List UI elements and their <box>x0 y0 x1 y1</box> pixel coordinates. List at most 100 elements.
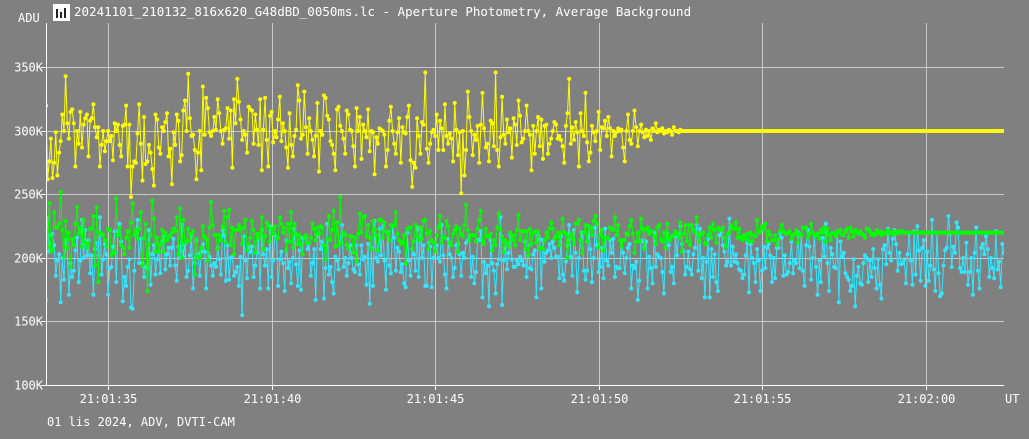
data-point <box>66 230 71 235</box>
data-point <box>805 235 810 240</box>
data-point <box>151 216 156 221</box>
data-point <box>402 281 406 286</box>
data-point <box>225 106 230 111</box>
data-point <box>501 132 506 137</box>
data-point <box>617 266 622 271</box>
data-point <box>732 226 737 231</box>
data-point <box>294 127 299 132</box>
data-point <box>645 134 650 138</box>
data-point <box>742 272 747 277</box>
data-point <box>997 259 1002 264</box>
data-point <box>594 221 599 226</box>
data-point <box>580 129 585 133</box>
data-point <box>456 249 460 254</box>
data-point <box>452 228 457 232</box>
data-point <box>488 231 493 236</box>
data-point <box>560 144 565 149</box>
data-point <box>630 129 635 133</box>
data-point <box>653 242 658 246</box>
data-point <box>446 224 451 229</box>
data-point <box>797 266 802 271</box>
data-point <box>755 247 760 252</box>
data-point <box>581 230 586 235</box>
data-point <box>519 258 524 263</box>
data-point <box>621 145 626 150</box>
data-point <box>297 233 302 238</box>
data-point <box>325 236 330 241</box>
data-point <box>65 245 70 250</box>
data-point <box>392 223 397 227</box>
data-point <box>500 94 505 99</box>
data-point <box>745 231 750 236</box>
data-point <box>281 230 285 235</box>
data-point <box>290 245 295 250</box>
data-point <box>588 247 593 252</box>
data-point <box>125 229 130 234</box>
data-point <box>174 215 179 220</box>
data-point <box>496 257 501 262</box>
data-point <box>568 231 573 236</box>
y-tick-label: 350K <box>14 61 44 75</box>
data-point <box>562 160 567 165</box>
data-point <box>341 264 346 269</box>
data-point <box>137 261 142 266</box>
data-point <box>573 120 578 125</box>
data-point <box>343 151 348 156</box>
data-point <box>743 236 748 241</box>
data-point <box>400 240 405 245</box>
data-point <box>413 165 418 170</box>
data-point <box>521 229 526 234</box>
data-point <box>833 266 838 271</box>
data-point <box>333 254 338 259</box>
data-point <box>326 117 331 122</box>
data-point <box>233 270 238 274</box>
data-point <box>367 301 372 306</box>
data-point <box>181 108 186 113</box>
x-tick-label: 21:01:55 <box>734 392 792 406</box>
data-point <box>138 210 143 215</box>
data-point <box>223 240 228 245</box>
data-point <box>671 233 676 238</box>
data-point <box>212 115 217 119</box>
data-point <box>917 248 921 253</box>
data-point <box>619 244 624 249</box>
data-point <box>210 223 215 227</box>
data-point <box>454 127 459 132</box>
data-point <box>356 231 361 236</box>
data-point <box>163 230 168 235</box>
data-point <box>387 118 392 123</box>
data-point <box>508 126 513 131</box>
data-point <box>622 238 627 243</box>
data-point <box>630 231 635 236</box>
data-point <box>817 236 822 241</box>
data-point <box>662 291 666 296</box>
data-point <box>241 129 246 133</box>
data-point <box>699 276 704 281</box>
data-point <box>52 160 57 165</box>
data-point <box>953 250 957 255</box>
data-point <box>245 276 250 281</box>
data-point <box>339 240 344 245</box>
data-point <box>668 129 673 133</box>
data-point <box>344 273 349 278</box>
data-point <box>166 154 171 159</box>
data-point <box>165 238 169 243</box>
data-point <box>142 115 147 119</box>
data-point <box>485 263 490 268</box>
data-point <box>827 289 832 293</box>
data-point <box>765 245 769 250</box>
data-point <box>338 195 343 199</box>
data-point <box>930 217 935 222</box>
data-point <box>225 215 230 220</box>
data-point <box>287 111 292 116</box>
data-point <box>276 117 281 122</box>
data-point <box>102 238 107 243</box>
data-point <box>145 266 150 271</box>
data-point <box>635 230 640 235</box>
data-point <box>848 289 853 293</box>
y-tick-label: 100K <box>14 379 44 393</box>
data-point <box>284 145 289 150</box>
data-point <box>133 160 138 165</box>
data-point <box>657 223 662 227</box>
data-point <box>137 226 142 231</box>
